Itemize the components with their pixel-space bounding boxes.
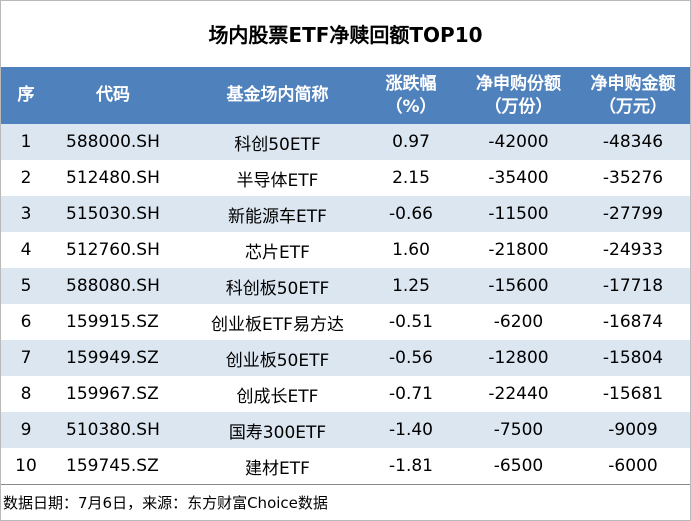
header-code-label: 代码 [96, 85, 130, 105]
cell-seq: 1 [20, 132, 32, 152]
table-row: 9 510380.SH 国寿300ETF -1.40 -7500 -9009 [1, 412, 690, 448]
cell-shares: -42000 [488, 132, 549, 152]
cell-seq: 7 [20, 348, 32, 368]
table-row: 6 159915.SZ 创业板ETF易方达 -0.51 -6200 -16874 [1, 304, 690, 340]
cell-change: 2.15 [392, 168, 430, 188]
cell-shares: -12800 [488, 348, 549, 368]
cell-shares: -6500 [493, 456, 544, 476]
cell-shares: -15600 [488, 276, 549, 296]
cell-code: 159967.SZ [66, 384, 159, 404]
header-name-label: 基金场内简称 [226, 85, 329, 105]
table-row: 8 159967.SZ 创成长ETF -0.71 -22440 -15681 [1, 376, 690, 412]
cell-name: 新能源车ETF [228, 206, 327, 227]
cell-code: 512760.SH [66, 240, 160, 260]
cell-shares: -11500 [488, 204, 549, 224]
cell-seq: 2 [20, 168, 32, 188]
cell-change: -0.66 [389, 204, 433, 224]
header-code: 代码 [58, 67, 168, 124]
cell-amount: -16874 [602, 312, 664, 332]
cell-amount: -9009 [608, 420, 658, 440]
cell-code: 588000.SH [66, 132, 160, 152]
header-seq-label: 序 [17, 85, 35, 105]
header-shares-unit: （万份） [484, 96, 553, 117]
table-row: 2 512480.SH 半导体ETF 2.15 -35400 -35276 [1, 160, 690, 196]
header-shares-label: 净申购份额 [476, 73, 561, 94]
header-amount-unit: （万元） [599, 96, 667, 117]
table-row: 10 159745.SZ 建材ETF -1.81 -6500 -6000 [1, 448, 690, 484]
cell-name: 创成长ETF [236, 386, 319, 407]
cell-shares: -21800 [488, 240, 549, 260]
table-row: 5 588080.SH 科创板50ETF 1.25 -15600 -17718 [1, 268, 690, 304]
cell-change: -1.40 [389, 420, 433, 440]
source-note: 数据日期：7月6日，来源：东方财富Choice数据 [1, 484, 690, 519]
table-row: 4 512760.SH 芯片ETF 1.60 -21800 -24933 [1, 232, 690, 268]
cell-name: 国寿300ETF [228, 422, 327, 443]
cell-change: 0.97 [392, 132, 430, 152]
cell-amount: -6000 [608, 456, 658, 476]
header-change-unit: （%） [385, 96, 437, 117]
cell-seq: 8 [20, 384, 32, 404]
cell-name: 创业板50ETF [225, 350, 330, 371]
table-row: 1 588000.SH 科创50ETF 0.97 -42000 -48346 [1, 124, 690, 160]
cell-shares: -6200 [493, 312, 544, 332]
cell-name: 芯片ETF [245, 242, 310, 263]
cell-change: -1.81 [389, 456, 433, 476]
cell-seq: 9 [20, 420, 32, 440]
cell-amount: -15681 [602, 384, 664, 404]
cell-seq: 10 [15, 456, 37, 476]
cell-name: 科创50ETF [234, 134, 321, 155]
cell-amount: -27799 [602, 204, 664, 224]
cell-code: 588080.SH [66, 276, 160, 296]
cell-change: -0.51 [389, 312, 433, 332]
cell-name: 建材ETF [245, 458, 310, 479]
cell-name: 创业板ETF易方达 [211, 314, 344, 335]
cell-amount: -15804 [602, 348, 664, 368]
cell-seq: 5 [20, 276, 32, 296]
header-change: 涨跌幅 （%） [361, 67, 461, 124]
cell-seq: 6 [20, 312, 32, 332]
table-header: 序 代码 基金场内简称 涨跌幅 （%） 净申购份额 （万份） 净申购金额 （万元… [1, 67, 690, 124]
cell-code: 159915.SZ [66, 312, 159, 332]
cell-shares: -22440 [488, 384, 549, 404]
cell-code: 159745.SZ [66, 456, 159, 476]
cell-shares: -35400 [488, 168, 549, 188]
cell-amount: -17718 [602, 276, 664, 296]
cell-code: 510380.SH [66, 420, 160, 440]
cell-amount: -24933 [602, 240, 664, 260]
cell-change: 1.60 [392, 240, 430, 260]
cell-name: 科创板50ETF [225, 278, 330, 299]
header-name: 基金场内简称 [195, 67, 360, 124]
table-row: 3 515030.SH 新能源车ETF -0.66 -11500 -27799 [1, 196, 690, 232]
header-amount: 净申购金额 （万元） [576, 67, 690, 124]
table-title: 场内股票ETF净赎回额TOP10 [208, 23, 483, 47]
cell-code: 515030.SH [66, 204, 160, 224]
cell-change: -0.56 [389, 348, 433, 368]
header-amount-label: 净申购金额 [590, 73, 676, 94]
cell-seq: 4 [20, 240, 32, 260]
cell-code: 159949.SZ [66, 348, 159, 368]
table-row: 7 159949.SZ 创业板50ETF -0.56 -12800 -15804 [1, 340, 690, 376]
cell-seq: 3 [20, 204, 32, 224]
header-shares: 净申购份额 （万份） [461, 67, 576, 124]
header-seq: 序 [1, 67, 51, 124]
cell-shares: -7500 [493, 420, 544, 440]
cell-change: 1.25 [392, 276, 430, 296]
header-change-label: 涨跌幅 [385, 73, 437, 94]
cell-change: -0.71 [389, 384, 433, 404]
cell-amount: -48346 [602, 132, 664, 152]
cell-amount: -35276 [602, 168, 664, 188]
cell-code: 512480.SH [66, 168, 160, 188]
cell-name: 半导体ETF [236, 170, 319, 191]
